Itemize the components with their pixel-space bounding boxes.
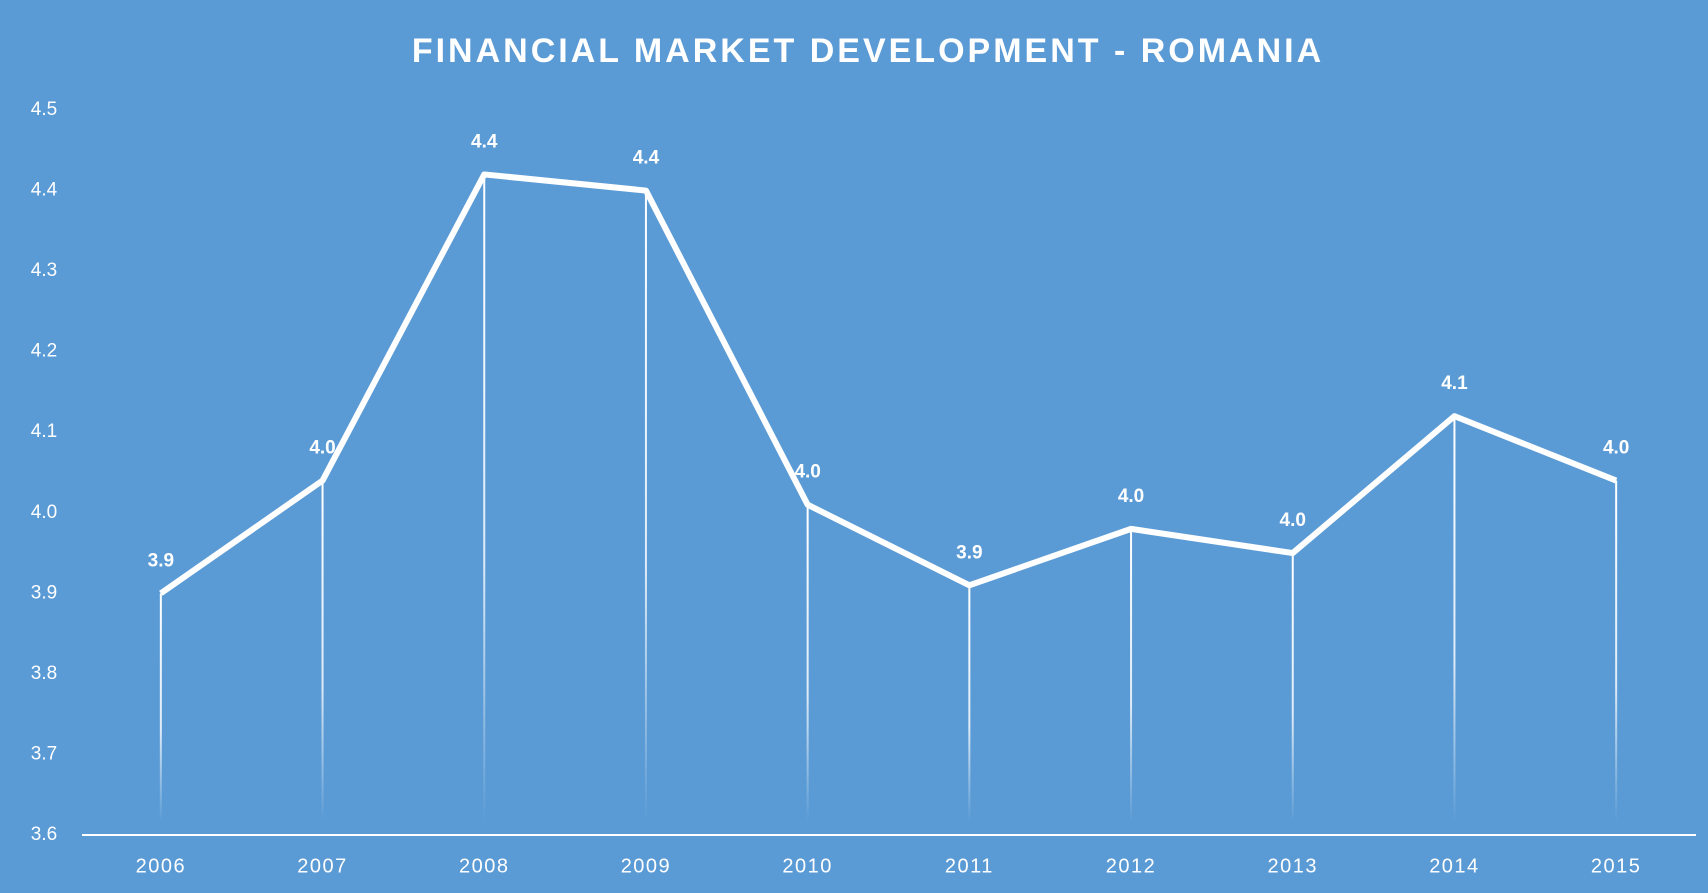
drop-line	[321, 480, 324, 821]
x-tick-label: 2013	[1268, 855, 1319, 877]
x-tick-label: 2007	[297, 855, 348, 877]
drop-line	[644, 190, 647, 822]
y-tick-label: 3.7	[31, 743, 57, 764]
x-tick-label: 2015	[1591, 855, 1642, 877]
data-label: 4.4	[471, 131, 498, 152]
drop-line	[1291, 553, 1294, 821]
data-label: 3.9	[148, 550, 174, 571]
y-tick-label: 4.4	[31, 180, 58, 201]
drop-line	[483, 174, 486, 821]
y-tick-label: 3.6	[31, 824, 57, 845]
data-label: 4.0	[1280, 510, 1306, 531]
y-tick-label: 4.0	[31, 502, 57, 523]
data-label: 4.0	[309, 438, 335, 459]
data-label: 4.1	[1441, 373, 1468, 394]
x-tick-label: 2010	[782, 855, 833, 877]
y-tick-label: 4.5	[31, 99, 57, 120]
data-label: 4.0	[1118, 486, 1144, 507]
drop-line	[968, 585, 971, 821]
x-tick-label: 2014	[1429, 855, 1480, 877]
x-tick-label: 2009	[621, 855, 672, 877]
data-label: 4.0	[794, 462, 820, 483]
data-label: 3.9	[956, 542, 982, 563]
y-tick-label: 4.3	[31, 260, 57, 281]
drop-line	[1615, 480, 1618, 821]
y-tick-label: 3.8	[31, 663, 57, 684]
y-tick-label: 3.9	[31, 582, 57, 603]
data-line	[159, 171, 1618, 596]
x-tick-label: 2006	[136, 855, 187, 877]
data-label: 4.0	[1603, 438, 1629, 459]
drop-line	[806, 504, 809, 821]
y-tick-label: 4.1	[31, 421, 57, 442]
x-tick-label: 2011	[945, 855, 994, 877]
chart-title: FINANCIAL MARKET DEVELOPMENT - ROMANIA	[412, 32, 1324, 70]
data-label: 4.4	[633, 148, 660, 169]
x-tick-label: 2008	[459, 855, 510, 877]
drop-line	[1453, 416, 1456, 821]
y-tick-label: 4.2	[31, 341, 57, 362]
drop-line	[159, 593, 162, 821]
drop-line	[1130, 528, 1133, 821]
x-tick-label: 2012	[1106, 855, 1157, 877]
